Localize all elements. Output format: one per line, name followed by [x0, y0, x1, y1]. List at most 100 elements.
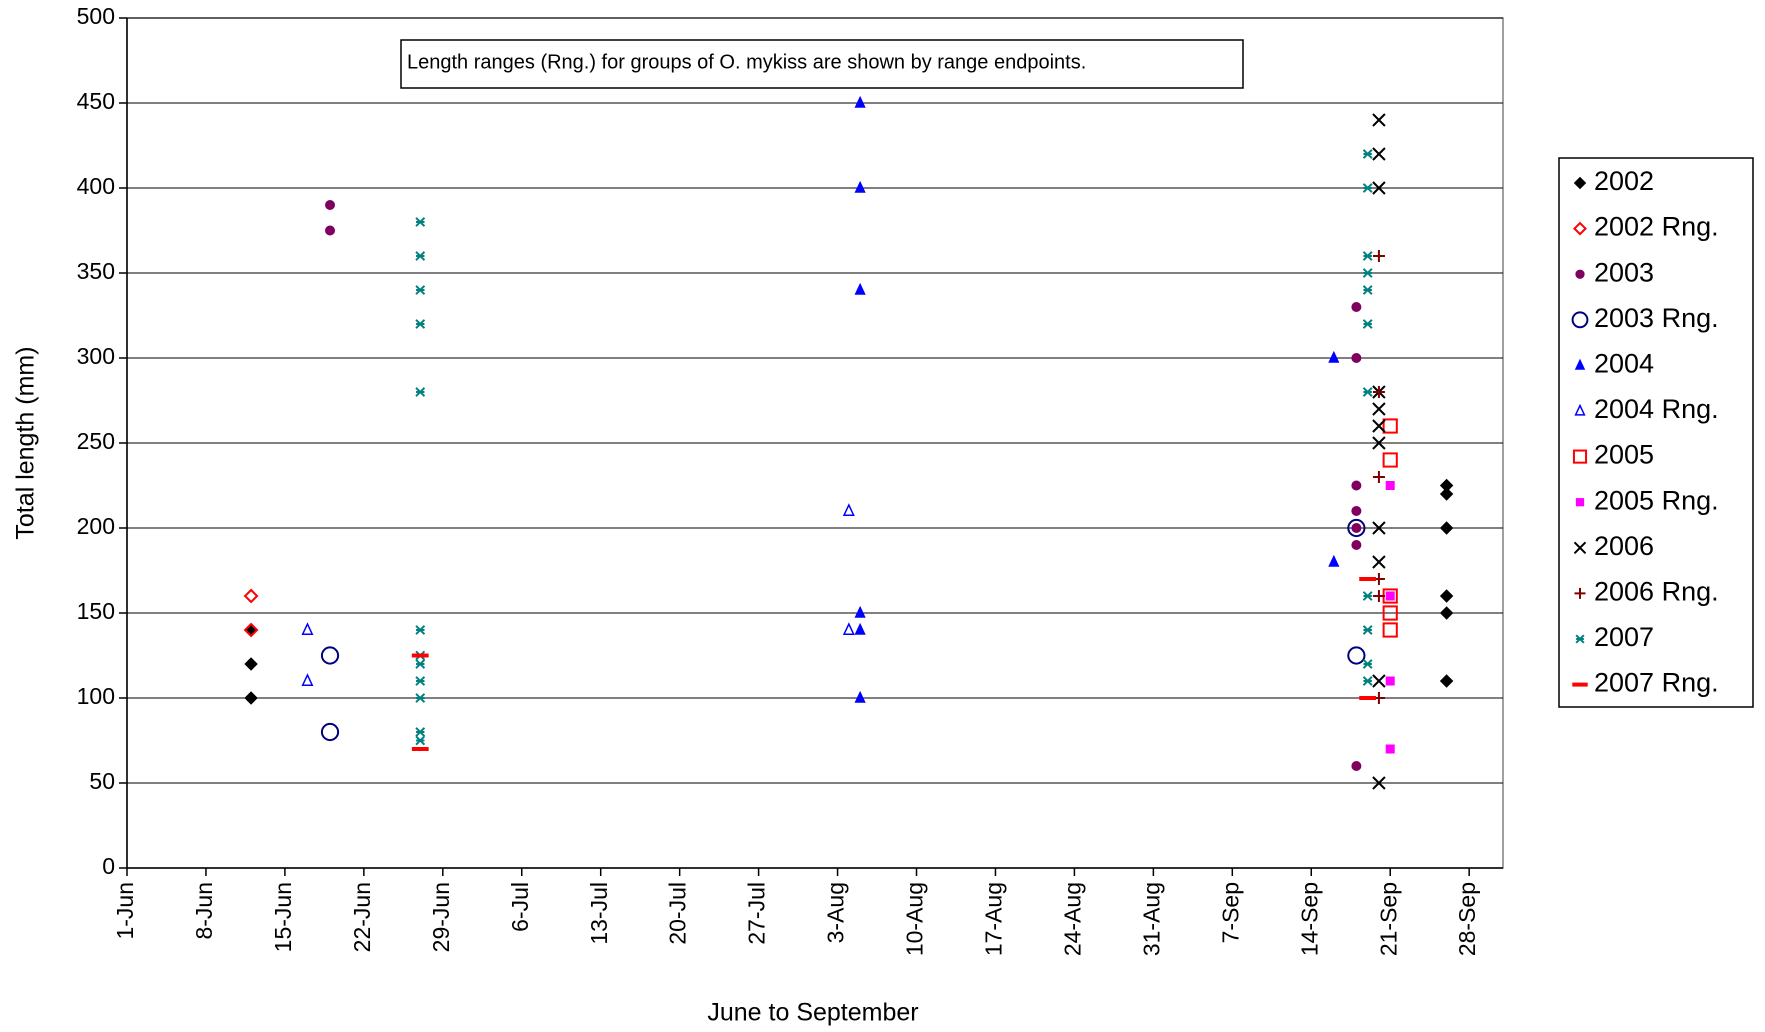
- x-tick-label: 13-Jul: [586, 882, 612, 945]
- y-tick-label: 400: [77, 173, 115, 199]
- point: [1372, 181, 1386, 195]
- point: [415, 251, 426, 261]
- point: [1362, 659, 1373, 669]
- point: [1362, 387, 1373, 397]
- point: [244, 691, 258, 705]
- point: [1439, 521, 1454, 535]
- point: [1372, 419, 1386, 433]
- point: [415, 285, 426, 295]
- point: [1351, 480, 1362, 491]
- legend-label: 2002 Rng.: [1594, 212, 1719, 242]
- point: [854, 282, 866, 295]
- point: [301, 673, 314, 686]
- point: [1385, 676, 1395, 686]
- point: [1372, 555, 1386, 569]
- point: [1439, 606, 1454, 620]
- x-tick-label: 22-Jun: [349, 882, 375, 952]
- point: [243, 622, 259, 638]
- point: [1347, 646, 1366, 665]
- point: [325, 225, 336, 236]
- legend-marker: [1573, 541, 1587, 555]
- point: [415, 727, 426, 737]
- point: [1351, 353, 1362, 363]
- legend-label: 2006 Rng.: [1594, 577, 1719, 607]
- point: [1351, 506, 1362, 516]
- point: [854, 690, 866, 703]
- x-tick-label: 10-Aug: [902, 882, 928, 956]
- point: [1372, 436, 1386, 450]
- y-tick-label: 250: [77, 428, 115, 454]
- point: [1382, 622, 1398, 638]
- point: [415, 693, 426, 703]
- point: [1439, 487, 1454, 501]
- point: [1362, 591, 1373, 601]
- x-tick-label: 7-Sep: [1217, 882, 1243, 943]
- point: [1351, 540, 1362, 550]
- x-tick-label: 6-Jul: [507, 882, 533, 932]
- x-tick-label: 8-Jun: [191, 882, 217, 940]
- point: [842, 503, 855, 516]
- x-tick-label: 31-Aug: [1138, 882, 1164, 956]
- annotation-box: [400, 39, 1244, 89]
- y-tick-label: 50: [89, 768, 115, 794]
- point: [1362, 319, 1373, 329]
- point: [244, 657, 258, 671]
- legend-marker: [1575, 634, 1585, 644]
- legend-marker: [1575, 269, 1585, 279]
- legend-marker: [1575, 498, 1585, 507]
- x-tick-label: 17-Aug: [981, 882, 1007, 956]
- annotation: Length ranges (Rng.) for groups of O. my…: [407, 51, 1086, 73]
- point: [1382, 452, 1398, 468]
- legend-label: 2004 Rng.: [1594, 394, 1719, 424]
- point: [415, 319, 426, 329]
- legend-label: 2007 Rng.: [1594, 668, 1719, 698]
- x-tick-label: 14-Sep: [1296, 882, 1322, 956]
- point: [1347, 518, 1366, 538]
- legend-label: 2007: [1594, 622, 1654, 652]
- point: [1351, 302, 1362, 312]
- point: [1372, 147, 1386, 161]
- point: [854, 605, 866, 618]
- point: [1351, 761, 1362, 771]
- point: [1362, 676, 1373, 686]
- point: [1372, 590, 1385, 602]
- point: [1362, 268, 1373, 278]
- y-tick-label: 100: [77, 683, 115, 709]
- point: [1372, 521, 1386, 535]
- point: [415, 659, 426, 669]
- point: [1372, 113, 1386, 127]
- legend-marker: [1572, 449, 1588, 464]
- point: [854, 622, 866, 635]
- legend-label: 2005: [1594, 440, 1654, 470]
- point: [1385, 744, 1395, 754]
- legend-label: 2002: [1594, 166, 1654, 196]
- point: [854, 95, 866, 108]
- point: [1362, 625, 1373, 635]
- point: [854, 180, 866, 193]
- legend-marker: [1574, 587, 1586, 599]
- point: [1385, 591, 1395, 601]
- x-tick-label: 24-Aug: [1059, 882, 1085, 956]
- point: [1439, 674, 1454, 688]
- point: [1372, 471, 1385, 483]
- legend-label: 2006: [1594, 531, 1654, 561]
- legend-marker: [1574, 358, 1586, 370]
- point: [1362, 149, 1373, 159]
- point: [1372, 250, 1385, 262]
- point: [1328, 554, 1340, 567]
- y-tick-label: 450: [77, 88, 115, 114]
- x-tick-label: 28-Sep: [1454, 882, 1480, 956]
- point: [1372, 674, 1386, 688]
- x-tick-label: 3-Aug: [823, 882, 849, 943]
- point: [1351, 523, 1362, 533]
- point: [301, 622, 314, 635]
- y-axis-label: Total length (mm): [12, 346, 40, 539]
- point: [415, 387, 426, 397]
- legend-marker: [1573, 176, 1587, 190]
- point: [1362, 251, 1373, 261]
- point: [1385, 481, 1395, 490]
- x-tick-label: 20-Jul: [665, 882, 691, 945]
- legend-label: 2003: [1594, 257, 1654, 287]
- x-tick-label: 29-Jun: [428, 882, 454, 952]
